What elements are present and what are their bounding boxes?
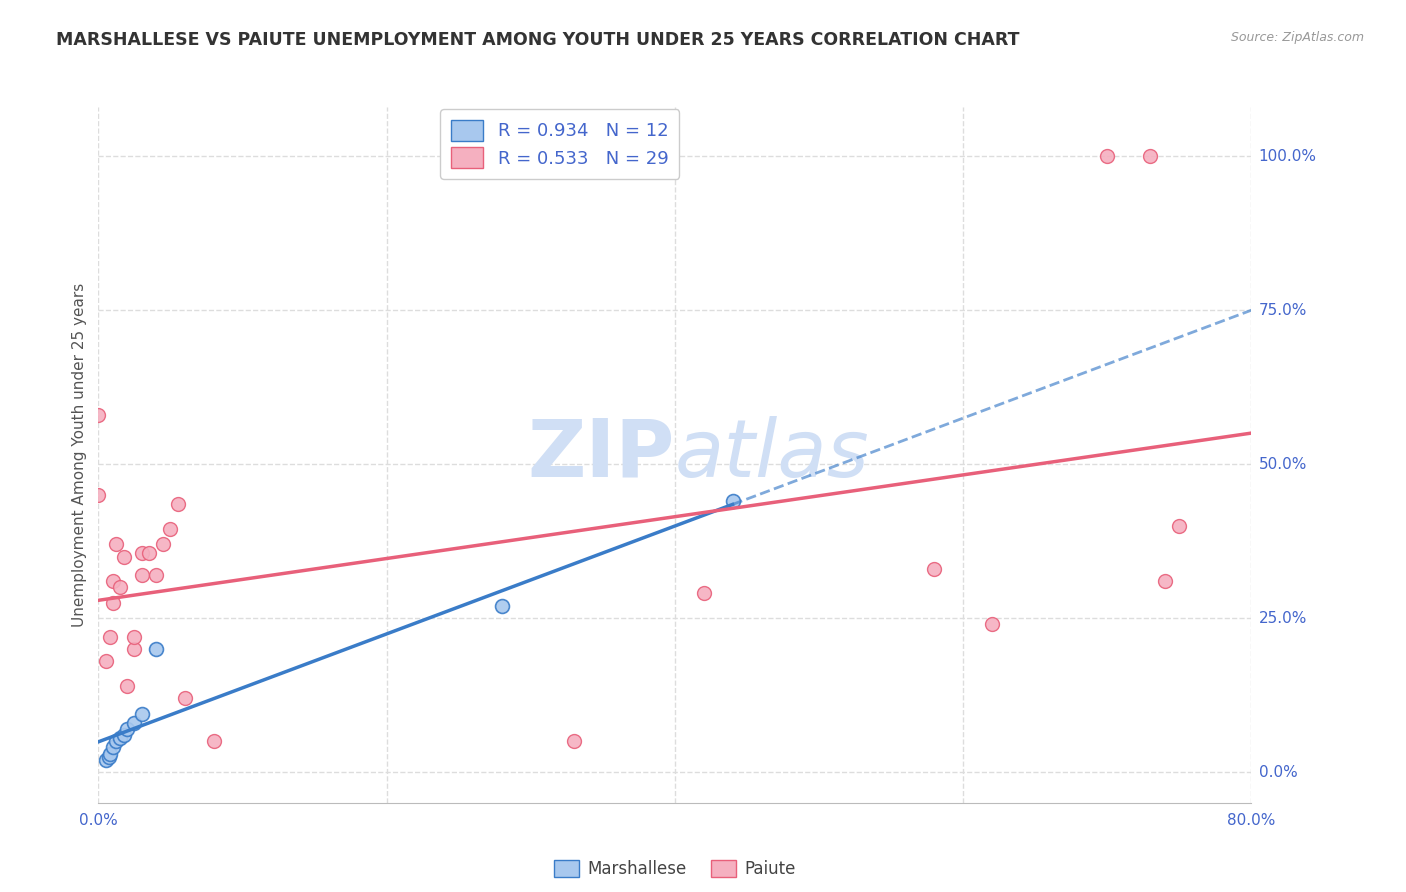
Point — [159, 522, 181, 536]
Text: 50.0%: 50.0% — [1258, 457, 1308, 472]
Text: 25.0%: 25.0% — [1258, 611, 1308, 625]
Point — [87, 408, 110, 422]
Y-axis label: Unemployment Among Youth under 25 years: Unemployment Among Youth under 25 years — [72, 283, 87, 627]
Point — [124, 641, 146, 656]
Point — [562, 734, 585, 748]
Point — [152, 537, 174, 551]
Point — [87, 488, 110, 502]
Point — [112, 728, 135, 742]
Point — [101, 740, 124, 755]
Point — [98, 747, 121, 761]
Point — [1139, 149, 1161, 163]
Point — [98, 630, 121, 644]
Point — [112, 549, 135, 564]
Point — [101, 574, 124, 589]
Point — [108, 580, 131, 594]
Text: 100.0%: 100.0% — [1258, 149, 1316, 164]
Point — [202, 734, 225, 748]
Text: atlas: atlas — [675, 416, 870, 494]
Text: ZIP: ZIP — [527, 416, 675, 494]
Point — [174, 691, 197, 706]
Text: 75.0%: 75.0% — [1258, 302, 1308, 318]
Point — [1097, 149, 1119, 163]
Point — [101, 596, 124, 610]
Legend: Marshallese, Paiute: Marshallese, Paiute — [547, 854, 803, 885]
Point — [117, 679, 138, 693]
Text: Source: ZipAtlas.com: Source: ZipAtlas.com — [1230, 31, 1364, 45]
Point — [131, 706, 153, 721]
Point — [693, 586, 716, 600]
Text: 0.0%: 0.0% — [1258, 764, 1298, 780]
Point — [922, 562, 945, 576]
Point — [145, 568, 167, 582]
Point — [131, 568, 153, 582]
Point — [94, 654, 117, 668]
Text: MARSHALLESE VS PAIUTE UNEMPLOYMENT AMONG YOUTH UNDER 25 YEARS CORRELATION CHART: MARSHALLESE VS PAIUTE UNEMPLOYMENT AMONG… — [56, 31, 1019, 49]
Point — [138, 546, 160, 560]
Point — [94, 753, 117, 767]
Point — [108, 731, 131, 746]
Point — [131, 546, 153, 560]
Point — [166, 497, 188, 511]
Point — [97, 749, 120, 764]
Point — [117, 722, 138, 736]
Point — [104, 734, 127, 748]
Point — [1168, 518, 1191, 533]
Point — [721, 494, 744, 508]
Point — [1153, 574, 1175, 589]
Point — [491, 599, 513, 613]
Point — [124, 630, 146, 644]
Point — [145, 641, 167, 656]
Point — [981, 617, 1004, 632]
Point — [124, 715, 146, 730]
Point — [104, 537, 127, 551]
